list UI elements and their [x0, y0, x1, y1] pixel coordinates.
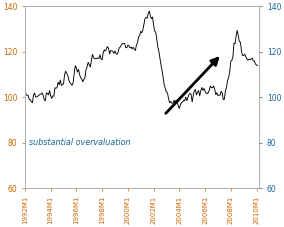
Text: substantial overvaluation: substantial overvaluation — [29, 138, 130, 147]
